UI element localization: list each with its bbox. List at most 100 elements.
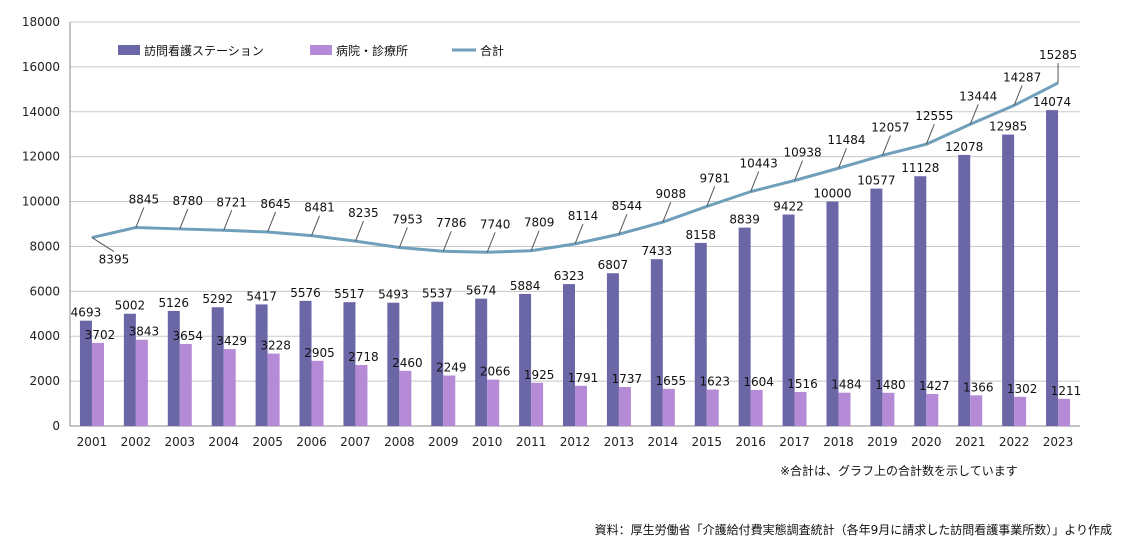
bar-hospital — [399, 370, 412, 426]
legend: 訪問看護ステーション 病院・診療所 合計 — [118, 43, 504, 58]
x-tick-label: 2008 — [384, 435, 415, 449]
legend-label-station: 訪問看護ステーション — [144, 43, 264, 58]
total-leader — [881, 135, 891, 156]
bar-hospital — [267, 353, 280, 426]
label-hospital: 1211 — [1051, 384, 1082, 398]
bar-station — [79, 320, 92, 426]
label-hospital: 1623 — [699, 375, 730, 389]
bar-station — [738, 227, 751, 426]
y-tick-label: 10000 — [22, 195, 60, 209]
label-hospital: 3702 — [85, 328, 116, 342]
total-leader — [1013, 85, 1023, 106]
label-hospital: 2249 — [436, 361, 467, 375]
y-tick-label: 18000 — [22, 15, 60, 29]
x-tick-label: 2018 — [823, 435, 854, 449]
y-tick-label: 16000 — [22, 60, 60, 74]
label-station: 5417 — [246, 289, 277, 303]
label-total: 7953 — [392, 212, 423, 226]
bar-station — [431, 301, 444, 426]
gridlines — [70, 21, 1080, 382]
x-tick-label: 2002 — [121, 435, 152, 449]
label-station: 8158 — [685, 228, 716, 242]
label-station: 10000 — [813, 187, 851, 201]
total-leader — [618, 214, 628, 235]
x-tick-label: 2014 — [648, 435, 679, 449]
total-leader — [706, 186, 716, 207]
label-station: 7433 — [642, 244, 673, 258]
bar-station — [1046, 110, 1059, 427]
bar-station — [650, 259, 663, 426]
bar-hospital — [662, 388, 675, 426]
label-total: 8235 — [348, 206, 379, 220]
bar-hospital — [443, 375, 456, 426]
y-tick-label: 12000 — [22, 150, 60, 164]
total-leader — [91, 237, 115, 253]
x-tick-label: 2007 — [340, 435, 371, 449]
label-hospital: 1604 — [743, 375, 774, 389]
bar-station — [826, 201, 839, 426]
bar-station — [343, 302, 356, 426]
label-hospital: 1302 — [1007, 382, 1038, 396]
total-leader — [574, 223, 584, 245]
total-leader — [794, 160, 804, 181]
y-tick-label: 14000 — [22, 105, 60, 119]
x-tick-label: 2004 — [208, 435, 239, 449]
total-leader — [267, 211, 277, 233]
bar-hospital — [970, 395, 983, 426]
label-station: 11128 — [901, 161, 939, 175]
total-leader — [311, 215, 320, 236]
bar-station — [299, 300, 312, 426]
x-tick-label: 2003 — [165, 435, 196, 449]
total-leader — [750, 171, 760, 192]
bar-hospital — [531, 382, 544, 426]
x-tick-label: 2016 — [735, 435, 766, 449]
label-total: 8114 — [568, 209, 599, 223]
total-leader — [442, 231, 452, 252]
label-total: 7786 — [436, 216, 467, 230]
label-station: 6323 — [554, 269, 585, 283]
label-station: 5884 — [510, 279, 541, 293]
bar-hospital — [750, 389, 763, 426]
bar-hospital — [355, 364, 368, 426]
y-tick-label: 8000 — [29, 239, 60, 253]
bar-station — [914, 176, 927, 426]
total-leader — [179, 208, 189, 230]
x-tick-label: 2011 — [516, 435, 547, 449]
x-tick-label: 2010 — [472, 435, 503, 449]
label-total: 12555 — [915, 109, 953, 123]
label-total: 14287 — [1003, 70, 1041, 84]
total-leader — [135, 207, 145, 228]
y-tick-label: 0 — [52, 419, 60, 433]
bar-hospital — [179, 343, 192, 426]
total-note: ※合計は、グラフ上の合計数を示しています — [780, 464, 1018, 478]
label-total: 10938 — [783, 146, 821, 160]
label-hospital: 1791 — [568, 371, 599, 385]
label-total: 10443 — [740, 157, 778, 171]
label-hospital: 1484 — [831, 378, 862, 392]
label-station: 10577 — [857, 174, 895, 188]
x-tick-label: 2022 — [999, 435, 1030, 449]
x-tick-label: 2015 — [691, 435, 722, 449]
label-hospital: 1516 — [787, 377, 818, 391]
bar-station — [958, 154, 971, 426]
source-note: 資料：厚生労働省「介護給付費実態調査統計（各年9月に請求した訪問看護事業所数）」… — [594, 523, 1112, 537]
label-total: 15285 — [1039, 48, 1077, 62]
label-hospital: 2905 — [304, 346, 335, 360]
x-tick-label: 2021 — [955, 435, 986, 449]
label-total: 8395 — [99, 253, 130, 267]
label-hospital: 1480 — [875, 378, 906, 392]
label-total: 8544 — [612, 199, 643, 213]
label-hospital: 3654 — [173, 329, 204, 343]
label-station: 5493 — [378, 288, 409, 302]
bar-hospital — [794, 391, 807, 426]
total-leader — [838, 148, 847, 169]
label-hospital: 1925 — [524, 368, 555, 382]
label-station: 5292 — [202, 292, 233, 306]
bar-station — [519, 293, 532, 426]
y-tick-label: 2000 — [29, 374, 60, 388]
label-total: 9088 — [656, 187, 687, 201]
data-labels: 4693 3702 5002 3843 5126 3654 5292 3429 5417 3228… — [71, 48, 1082, 398]
legend-label-hospital: 病院・診療所 — [336, 43, 408, 58]
label-total: 9781 — [699, 171, 730, 185]
y-tick-label: 4000 — [29, 329, 60, 343]
